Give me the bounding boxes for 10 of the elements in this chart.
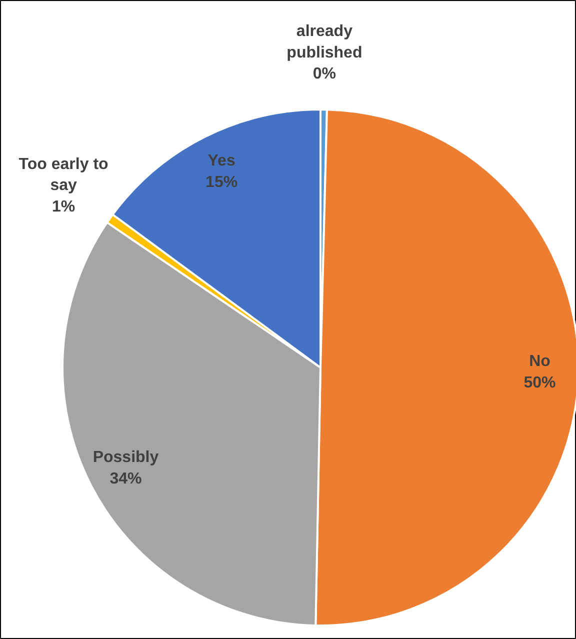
data-label: 1%	[52, 198, 76, 216]
slice-label: No	[529, 353, 551, 370]
data-label: 15%	[206, 174, 238, 191]
slice-label: Yes	[208, 152, 236, 170]
data-label: 34%	[110, 470, 142, 488]
data-label: 50%	[524, 374, 556, 392]
slice-label: Too early to say	[18, 156, 109, 194]
data-label: 0%	[312, 66, 336, 83]
slice-label: already published	[286, 23, 362, 62]
slice-label: Possibly	[92, 449, 159, 466]
